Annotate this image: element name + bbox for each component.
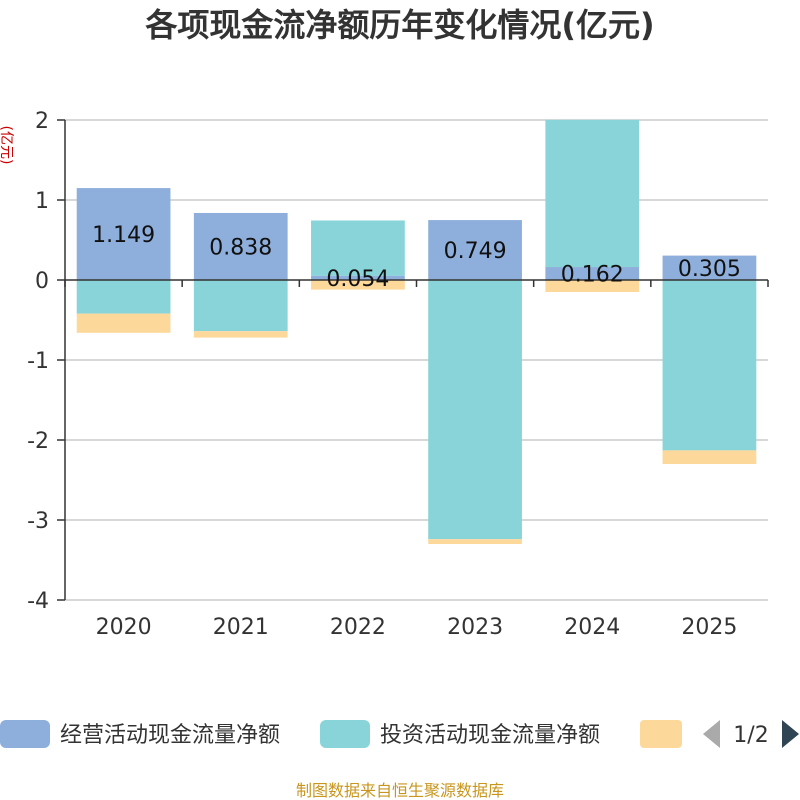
bars <box>76 119 757 544</box>
data-label-2022: 0.054 <box>326 267 389 292</box>
bar-2022-series-2[interactable] <box>311 280 405 290</box>
bar-2024-series-0[interactable] <box>545 267 640 280</box>
legend-page-indicator: 1/2 <box>733 723 768 748</box>
bar-2021-series-2[interactable] <box>193 331 288 338</box>
y-tick-label: -3 <box>27 509 49 534</box>
x-tick-label: 2020 <box>96 615 152 640</box>
legend-next-page-icon[interactable] <box>782 720 799 748</box>
bar-2021-series-0[interactable] <box>193 212 288 280</box>
bar-2021-series-1[interactable] <box>193 280 288 332</box>
grid-lines <box>65 119 768 601</box>
bar-2023-series-0[interactable] <box>428 220 522 280</box>
bar-2025-series-2[interactable] <box>662 450 757 464</box>
bar-2022-series-1[interactable] <box>311 220 405 276</box>
x-tick-label: 2025 <box>681 615 737 640</box>
bar-2023-series-1[interactable] <box>428 280 522 540</box>
y-tick-label: 0 <box>35 269 49 294</box>
bar-2020-series-0[interactable] <box>76 188 171 280</box>
data-label-2024: 0.162 <box>561 263 624 288</box>
bar-2022-series-0[interactable] <box>311 275 405 280</box>
legend-swatch-financing[interactable] <box>640 720 682 748</box>
y-axis-label: (亿元) <box>0 126 14 165</box>
y-tick-label: -4 <box>27 589 49 614</box>
bar-2020-series-1[interactable] <box>76 280 171 314</box>
data-label-2025: 0.305 <box>678 257 741 282</box>
footer-source: 制图数据来自恒生聚源数据库 <box>296 781 504 800</box>
x-tick-label: 2021 <box>213 615 269 640</box>
x-tick-label: 2022 <box>330 615 386 640</box>
legend-label-operating[interactable]: 经营活动现金流量净额 <box>60 723 280 748</box>
legend-prev-page-icon[interactable] <box>703 720 720 748</box>
data-label-2023: 0.749 <box>444 239 507 264</box>
data-label-2021: 0.838 <box>209 235 272 260</box>
y-tick-label: 2 <box>35 109 49 134</box>
y-tick-label: -2 <box>27 429 49 454</box>
data-labels: 1.149 0.838 0.054 0.749 0.162 0.305 <box>92 223 741 292</box>
bar-2024-series-1[interactable] <box>545 119 640 268</box>
axes <box>57 119 769 601</box>
bar-2024-series-2[interactable] <box>545 280 640 292</box>
x-tick-label: 2023 <box>447 615 503 640</box>
legend-swatch-investing[interactable] <box>320 720 370 748</box>
bar-2025-series-1[interactable] <box>662 280 757 451</box>
chart-title: 各项现金流净额历年变化情况(亿元) <box>145 6 654 44</box>
bar-2025-series-0[interactable] <box>662 255 757 280</box>
data-label-2020: 1.149 <box>92 223 155 248</box>
legend-swatch-operating[interactable] <box>0 720 50 748</box>
bar-2023-series-2[interactable] <box>428 539 522 544</box>
bar-2020-series-2[interactable] <box>76 313 171 333</box>
y-tick-label: -1 <box>27 349 49 374</box>
x-tick-label: 2024 <box>564 615 620 640</box>
legend-label-investing[interactable]: 投资活动现金流量净额 <box>380 723 600 748</box>
y-tick-label: 1 <box>35 189 49 214</box>
tick-labels: 2 1 0 -1 -2 -3 -4 2020 2021 2022 2023 2024 2025 <box>27 109 737 640</box>
legend: 经营活动现金流量净额 投资活动现金流量净额 1/2 <box>0 720 799 748</box>
